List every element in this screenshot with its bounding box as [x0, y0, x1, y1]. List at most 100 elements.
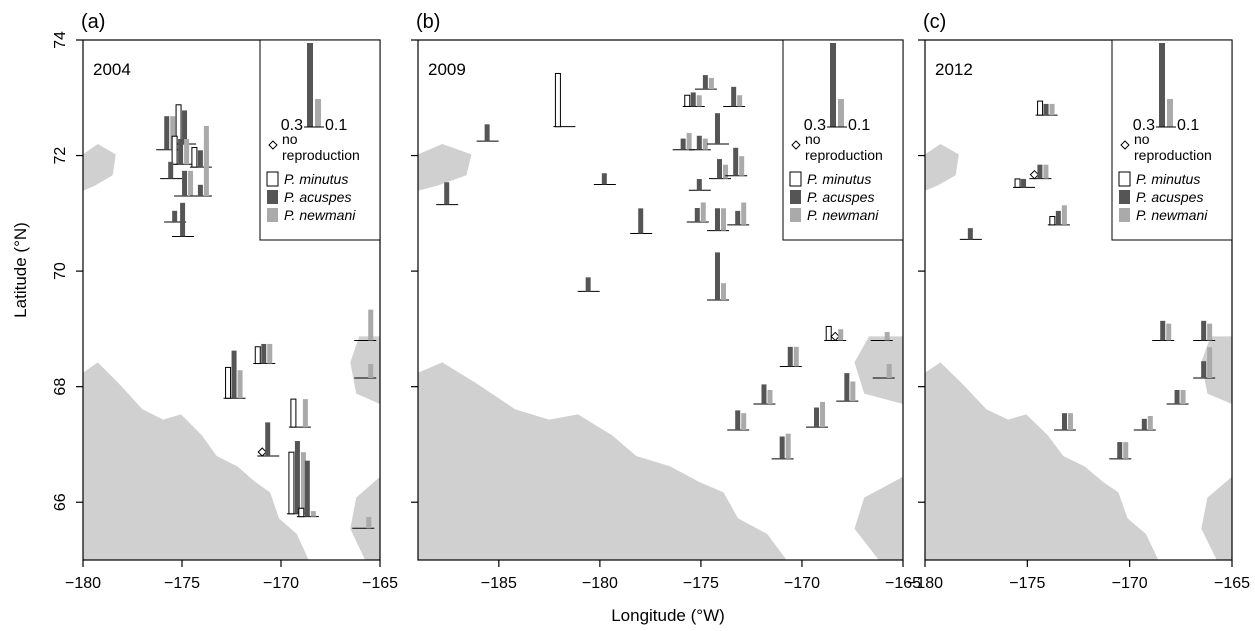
bar-acuspes: [444, 182, 450, 205]
bar-newmani: [838, 329, 844, 341]
bar-acuspes: [814, 407, 820, 428]
bar-newmani: [741, 413, 747, 430]
panel-2012: −180 −175 −170 −165 (c) 2012 0.3 0.1 noreproduct…: [907, 11, 1250, 592]
bar-acuspes: [967, 228, 973, 240]
x-tick-label: −180: [907, 575, 943, 592]
bar-newmani: [1180, 390, 1186, 404]
legend-swatch-acuspes: [790, 190, 801, 204]
legend-scale-bar-0-3: [830, 43, 836, 127]
bar-newmani: [767, 390, 773, 404]
bar-minutus: [191, 147, 198, 168]
x-tick-label: −170: [1112, 575, 1148, 592]
legend-scale-bar-0-1: [1167, 99, 1173, 127]
legend-swatch-minutus: [789, 171, 802, 187]
bar-acuspes: [787, 346, 793, 367]
bar-acuspes: [694, 208, 700, 222]
y-tick-label: 72: [52, 147, 69, 165]
legend-frame: [1111, 39, 1233, 241]
bar-acuspes: [180, 202, 186, 237]
x-tick-label: −170: [263, 575, 299, 592]
bar-newmani: [820, 401, 826, 428]
bar-newmani: [1061, 205, 1067, 225]
bar-acuspes: [690, 92, 696, 107]
panel-label: (a): [81, 11, 105, 33]
bar-minutus: [684, 94, 691, 107]
bar-minutus: [1014, 178, 1021, 188]
bar-acuspes: [182, 110, 188, 144]
legend-frame: [782, 39, 904, 241]
year-label: 2009: [428, 60, 466, 79]
bar-acuspes: [1021, 178, 1027, 188]
bar-newmani: [1067, 413, 1073, 430]
land-mass: [854, 336, 903, 404]
bar-acuspes: [601, 173, 607, 185]
bar-newmani: [368, 364, 374, 378]
year-label: 2012: [935, 60, 973, 79]
no-reproduction-marker: [830, 331, 840, 342]
legend-scale-bar-0-3: [307, 43, 313, 127]
bar-acuspes: [261, 343, 267, 364]
bar-acuspes: [715, 113, 720, 144]
bar-acuspes: [484, 124, 490, 142]
legend-no-repro-marker: [268, 140, 278, 150]
bar-acuspes: [715, 252, 720, 300]
legend-swatch-minutus: [1118, 171, 1131, 187]
bar-minutus: [298, 507, 305, 518]
bar-acuspes: [178, 139, 184, 165]
bar-acuspes: [696, 179, 702, 191]
bar-acuspes: [1043, 103, 1049, 116]
panel-2004: −180 −175 −170 −165 66 68 70 72 74 (a) 2004 0.3 0.1 n…: [52, 11, 398, 592]
bar-newmani: [203, 126, 209, 196]
y-tick-label: 70: [52, 262, 69, 280]
bar-newmani: [721, 208, 726, 231]
land-mass: [925, 144, 959, 191]
bar-acuspes: [164, 116, 170, 150]
bar-newmani: [700, 202, 706, 222]
bar-newmani: [1043, 164, 1049, 179]
bar-acuspes: [1201, 320, 1207, 341]
legend-scale-left: 0.3: [1133, 117, 1155, 134]
bar-acuspes: [1141, 418, 1147, 430]
x-axis-label: Longitude (°W): [611, 606, 725, 625]
bar-acuspes: [779, 436, 785, 459]
legend-no-repro-line2: reproduction: [805, 147, 883, 163]
bar-minutus: [1037, 100, 1044, 116]
land-mass: [854, 476, 903, 560]
legend-no-repro-line2: reproduction: [282, 147, 360, 163]
legend-scale-bar-0-1: [838, 99, 844, 127]
bar-newmani: [686, 132, 692, 150]
year-label: 2004: [93, 60, 131, 79]
legend-swatch-acuspes: [1119, 190, 1130, 204]
y-tick-label: 66: [52, 493, 69, 511]
x-tick-label: −175: [683, 575, 719, 592]
legend-scale-bar-0-1: [315, 99, 321, 127]
panel-2009: −185 −180 −175 −170 −165 (b) 2009 0.3 0.1 norepro…: [411, 11, 921, 592]
bar-acuspes: [1037, 164, 1043, 179]
x-tick-label: −165: [1214, 575, 1250, 592]
bar-newmani: [739, 156, 745, 176]
bar-newmani: [188, 170, 194, 196]
bar-acuspes: [680, 138, 686, 150]
no-reproduction-marker: [1029, 169, 1040, 180]
bar-newmani: [723, 164, 729, 179]
legend-swatch-newmani: [1119, 208, 1130, 222]
legend-scale-left: 0.3: [804, 117, 826, 134]
x-tick-label: −165: [362, 575, 398, 592]
bar-acuspes: [717, 159, 723, 179]
bar-newmani: [886, 364, 892, 378]
legend-no-repro-line1: no: [1134, 131, 1150, 147]
bar-newmani: [741, 202, 747, 225]
bar-minutus: [554, 72, 561, 128]
bar-acuspes: [1061, 413, 1067, 430]
legend-frame: [259, 39, 381, 241]
legend-scale-right: 0.1: [325, 117, 347, 134]
legend-no-repro-line1: no: [282, 131, 298, 147]
x-tick-label: −185: [481, 575, 517, 592]
bar-newmani: [721, 283, 726, 300]
bar-newmani: [366, 517, 372, 529]
land-mass: [350, 476, 380, 560]
land-mass: [1201, 476, 1232, 560]
legend-no-repro-marker: [1120, 140, 1130, 150]
